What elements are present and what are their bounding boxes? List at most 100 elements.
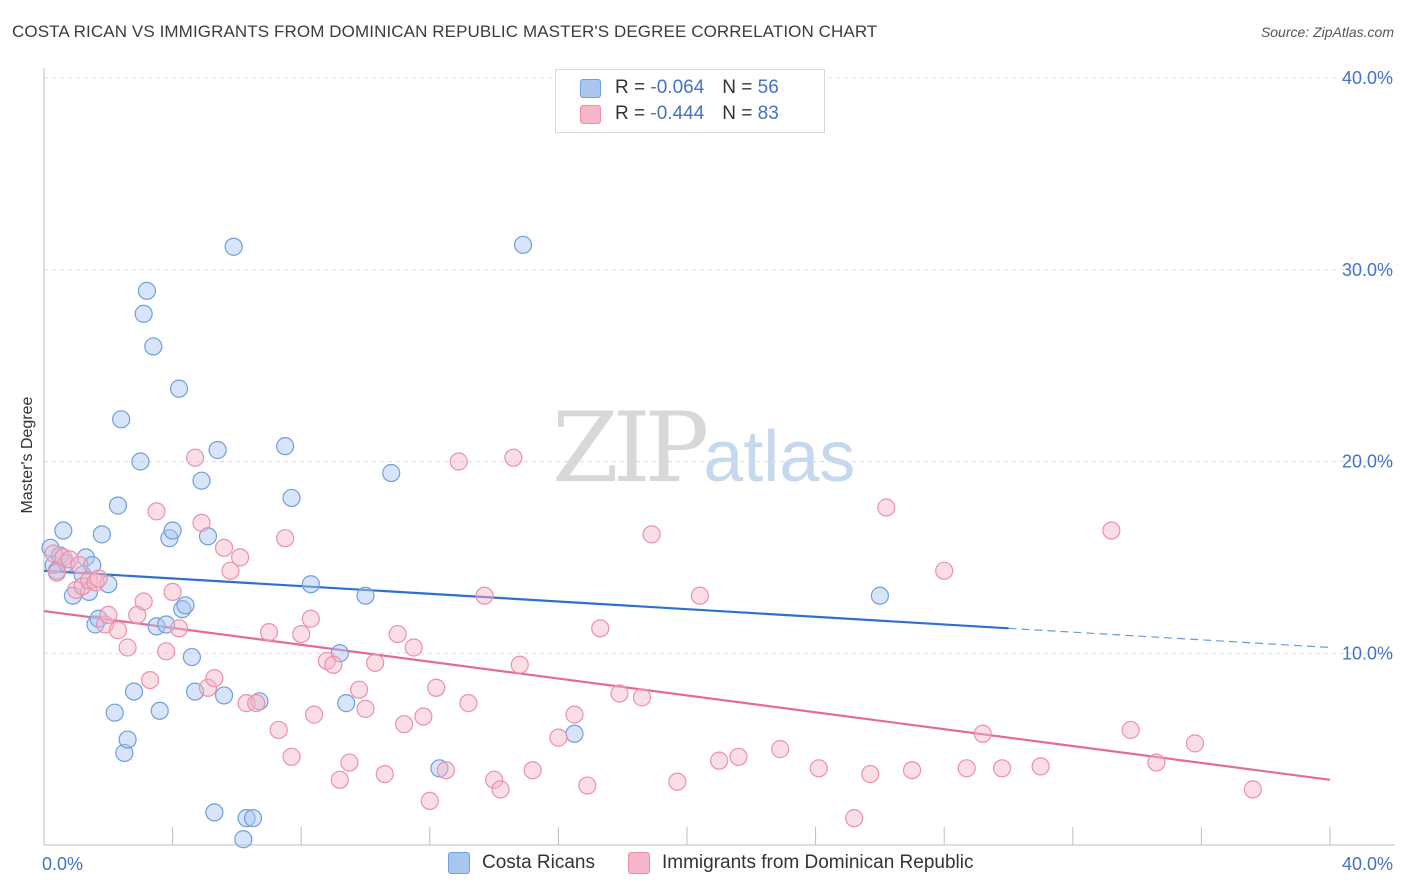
- point-costa-rican: [144, 337, 163, 356]
- point-dominican: [157, 642, 176, 661]
- point-dominican: [710, 751, 729, 770]
- point-dominican: [89, 569, 108, 588]
- point-costa-rican: [205, 803, 224, 822]
- point-costa-rican: [150, 701, 169, 720]
- point-dominican: [44, 544, 63, 563]
- legend-label-dominican: Immigrants from Dominican Republic: [662, 852, 974, 873]
- point-costa-rican: [176, 596, 195, 615]
- point-dominican: [118, 638, 137, 657]
- point-dominican: [169, 619, 189, 638]
- point-dominican: [214, 538, 234, 557]
- source-label: Source: ZipAtlas.com: [1260, 24, 1394, 40]
- point-costa-rican: [118, 730, 137, 749]
- point-dominican: [192, 513, 211, 532]
- legend-r-label: R =: [615, 103, 646, 124]
- point-dominican: [436, 761, 455, 780]
- point-costa-rican: [163, 521, 182, 540]
- point-dominican: [809, 759, 828, 778]
- y-axis-label: Master's Degree: [19, 396, 36, 513]
- point-costa-rican: [192, 471, 211, 490]
- point-dominican: [237, 694, 256, 713]
- axes: [43, 68, 1395, 846]
- point-dominican: [565, 705, 584, 724]
- legend-item-dominican[interactable]: Immigrants from Dominican Republic: [628, 852, 974, 874]
- point-dominican: [259, 623, 279, 642]
- point-costa-rican: [870, 586, 890, 605]
- watermark: ZIPatlas: [552, 398, 855, 507]
- point-dominican: [957, 759, 976, 778]
- legend-row-dominican: R = -0.444 N = 83: [580, 102, 779, 126]
- legend-n-label: N =: [722, 103, 753, 124]
- point-dominican: [276, 529, 295, 548]
- point-costa-rican: [86, 615, 105, 634]
- legend-swatch-pink: [580, 104, 601, 124]
- point-dominican: [578, 776, 597, 795]
- point-costa-rican: [208, 440, 227, 460]
- point-dominican: [366, 653, 385, 672]
- point-dominican: [729, 747, 748, 766]
- point-dominican: [340, 753, 359, 772]
- point-dominican: [198, 678, 218, 697]
- point-costa-rican: [54, 521, 73, 540]
- data-points: [41, 235, 1262, 849]
- watermark-atlas: atlas: [703, 417, 856, 497]
- point-dominican: [420, 791, 439, 810]
- point-dominican: [1185, 734, 1205, 753]
- point-dominican: [388, 624, 407, 644]
- point-costa-rican: [234, 830, 253, 849]
- grid-lines: [44, 77, 1395, 654]
- tick-labels: 10.0% 20.0% 30.0% 40.0% 0.0% 40.0%: [42, 68, 1393, 874]
- legend-n-value: 56: [757, 77, 779, 98]
- point-dominican: [247, 694, 266, 713]
- point-dominican: [973, 724, 992, 743]
- point-costa-rican: [337, 694, 356, 713]
- point-costa-rican: [108, 496, 128, 515]
- legend-swatch-blue: [580, 78, 601, 98]
- chart-title: COSTA RICAN VS IMMIGRANTS FROM DOMINICAN…: [12, 22, 878, 41]
- point-costa-rican: [214, 686, 234, 705]
- legend-n-value: 83: [757, 103, 779, 124]
- legend-item-costa-ricans[interactable]: Costa Ricans: [448, 852, 595, 874]
- point-costa-rican: [105, 703, 124, 722]
- legend-label-costa-ricans: Costa Ricans: [482, 852, 595, 873]
- point-dominican: [1102, 521, 1121, 540]
- point-costa-rican: [224, 237, 243, 256]
- point-dominican: [510, 655, 529, 674]
- point-costa-rican: [565, 724, 584, 743]
- point-dominican: [394, 715, 414, 734]
- point-dominican: [330, 770, 349, 789]
- point-dominican: [108, 621, 128, 640]
- point-costa-rican: [137, 281, 156, 300]
- point-dominican: [301, 609, 320, 628]
- point-dominican: [1147, 753, 1166, 772]
- point-dominican: [231, 548, 250, 567]
- point-dominican: [935, 561, 954, 580]
- point-dominican: [549, 728, 568, 747]
- point-dominican: [861, 764, 880, 784]
- point-costa-rican: [169, 379, 189, 398]
- point-dominican: [642, 525, 661, 544]
- point-dominican: [902, 761, 922, 780]
- point-dominican: [47, 563, 66, 582]
- legend-row-costa-ricans: R = -0.064 N = 56: [580, 76, 779, 100]
- series-legend: Costa Ricans Immigrants from Dominican R…: [0, 852, 1406, 878]
- trend-lines: [43, 569, 1331, 781]
- point-costa-rican: [513, 235, 533, 254]
- point-dominican: [690, 586, 709, 605]
- point-costa-rican: [382, 463, 401, 483]
- point-dominican: [221, 561, 240, 580]
- x-tick-label: 0.0%: [42, 854, 83, 874]
- point-dominican: [771, 740, 790, 759]
- x-tick-label: 40.0%: [1342, 854, 1393, 874]
- y-tick-label: 40.0%: [1342, 68, 1393, 88]
- point-dominican: [449, 452, 468, 471]
- point-costa-rican: [430, 759, 449, 778]
- point-dominican: [349, 680, 369, 699]
- point-dominican: [356, 699, 375, 718]
- point-costa-rican: [282, 488, 301, 508]
- legend-r-value: -0.064: [650, 77, 705, 98]
- point-costa-rican: [237, 809, 256, 828]
- point-dominican: [186, 448, 205, 467]
- point-costa-rican: [182, 647, 201, 667]
